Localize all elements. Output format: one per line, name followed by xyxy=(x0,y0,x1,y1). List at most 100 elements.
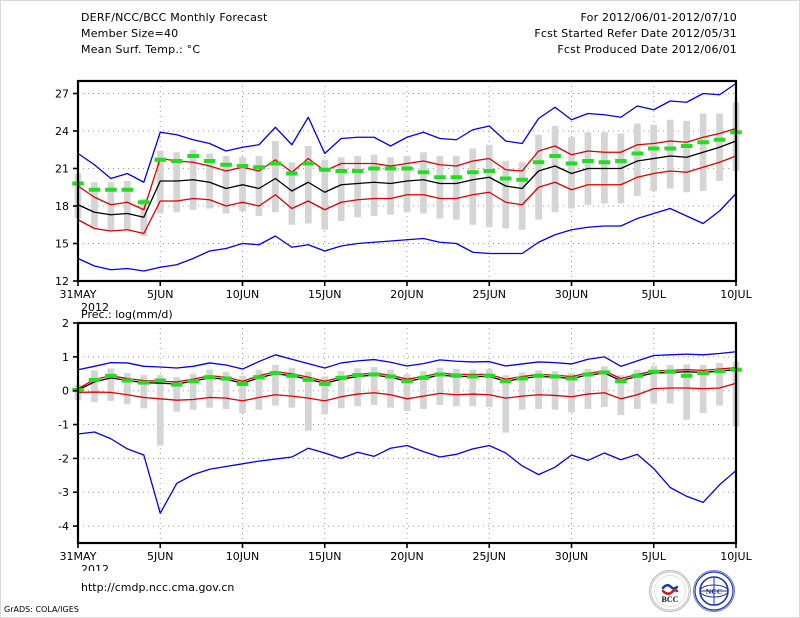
surface-temperature-chart: 12 15 18 21 24 27 31MAY 5JUN 10JUN 15JUN 20JUN 25JU… xyxy=(55,79,753,311)
spread-bar xyxy=(683,364,691,420)
observed-dash xyxy=(351,169,364,173)
x-axis-label: 20JUN xyxy=(390,550,424,563)
observed-dash xyxy=(499,379,512,384)
spread-bar xyxy=(288,162,296,225)
y-axis-label: -4 xyxy=(58,520,69,533)
spread-bar xyxy=(551,126,559,213)
observed-dash xyxy=(105,187,117,192)
observed-dash xyxy=(680,144,693,148)
x-axis-year-label: 2012 xyxy=(81,563,109,571)
observed-dash xyxy=(203,375,216,380)
observed-dash xyxy=(138,380,150,385)
spread-bar xyxy=(156,375,164,446)
y-axis-label: -3 xyxy=(58,486,69,499)
x-axis-label: 10JUL xyxy=(720,288,752,301)
forecast-period-label: For 2012/06/01-2012/07/10 xyxy=(580,11,737,24)
x-axis-label: 31MAY xyxy=(60,550,97,563)
series-line-upper-quartile xyxy=(77,127,737,211)
observed-dash xyxy=(253,375,265,380)
member-size-label: Member Size=40 xyxy=(81,27,179,40)
x-axis-label: 10JUN xyxy=(226,550,260,563)
x-axis-label: 10JUL xyxy=(720,550,752,563)
x-axis-label: 5JUN xyxy=(147,550,174,563)
x-axis-label: 15JUN xyxy=(308,550,342,563)
observed-dash xyxy=(170,382,183,387)
produced-date-label: Fcst Produced Date 2012/06/01 xyxy=(557,43,737,56)
observed-dash xyxy=(88,187,101,192)
x-axis-label: 10JUN xyxy=(226,288,260,301)
observed-dash xyxy=(582,159,594,163)
observed-dash xyxy=(697,371,709,376)
series-line-ensemble-mean xyxy=(77,140,737,218)
x-axis-label: 25JUN xyxy=(472,288,506,301)
x-axis-label: 30JUN xyxy=(555,288,589,301)
spread-bar xyxy=(502,161,510,229)
spread-bar xyxy=(551,371,559,410)
spread-bar xyxy=(518,372,526,410)
spread-bar xyxy=(584,369,592,409)
x-axis-year-label: 2012 xyxy=(81,301,109,311)
observed-dash xyxy=(105,373,117,378)
spread-bar xyxy=(633,369,641,409)
bcc-logo: BCC xyxy=(649,570,691,612)
spread-bar xyxy=(469,369,477,407)
spread-bar xyxy=(206,369,213,408)
spread-bar xyxy=(123,373,131,405)
spread-bar xyxy=(288,367,296,408)
observed-dash xyxy=(187,379,199,384)
observed-dash xyxy=(286,171,298,176)
observed-dash xyxy=(220,162,232,167)
svg-text:BCC: BCC xyxy=(662,595,679,604)
observed-dash xyxy=(302,377,315,382)
series-line-min xyxy=(77,193,737,272)
observed-dash xyxy=(187,154,199,158)
observed-dash xyxy=(582,372,594,377)
spread-bar xyxy=(633,123,641,196)
spread-bars xyxy=(74,361,740,446)
spread-bar xyxy=(617,375,625,416)
observed-dash xyxy=(417,375,430,380)
observed-dash xyxy=(598,160,611,165)
spread-bar xyxy=(123,181,131,230)
spread-bar xyxy=(337,371,345,409)
observed-dash xyxy=(318,381,331,386)
series-line-lower-quartile xyxy=(77,155,737,235)
observed-dash xyxy=(549,374,561,379)
spread-bar xyxy=(452,369,460,407)
spread-bar xyxy=(485,369,493,407)
series-line-min xyxy=(77,431,737,514)
spread-bar xyxy=(239,375,246,414)
spread-bar xyxy=(370,367,378,405)
observed-dash xyxy=(220,376,232,381)
observed-dash xyxy=(713,369,726,374)
spread-bar xyxy=(370,154,378,216)
observed-dash xyxy=(664,369,676,374)
observed-dash xyxy=(615,379,627,384)
spread-bar xyxy=(140,375,148,409)
spread-bar xyxy=(436,156,444,219)
observed-dash xyxy=(680,373,693,378)
spread-bar xyxy=(485,144,493,228)
observed-dash xyxy=(368,372,380,377)
spread-bar xyxy=(387,157,394,215)
series-line-max xyxy=(77,351,737,371)
refer-date-label: Fcst Started Refer Date 2012/05/31 xyxy=(534,27,737,40)
spread-bar xyxy=(568,373,575,413)
x-axis-label: 5JUL xyxy=(642,288,667,301)
spread-bar xyxy=(321,376,329,415)
spread-bar xyxy=(304,146,312,224)
footer-url[interactable]: http://cmdp.ncc.cma.gov.cn xyxy=(81,581,235,594)
spread-bar xyxy=(436,367,444,405)
y-axis-label: 2 xyxy=(62,317,69,330)
observed-dash xyxy=(368,166,380,171)
observed-dash xyxy=(286,373,298,378)
observed-dash xyxy=(647,369,660,374)
variable-label: Mean Surf. Temp.: °C xyxy=(81,43,201,56)
observed-dash xyxy=(565,161,578,166)
spread-bar xyxy=(502,375,510,433)
spread-bar xyxy=(420,371,427,409)
observed-dash xyxy=(121,187,134,192)
observed-dash xyxy=(516,376,528,381)
observed-dash xyxy=(253,165,265,170)
observed-dash xyxy=(631,151,644,156)
